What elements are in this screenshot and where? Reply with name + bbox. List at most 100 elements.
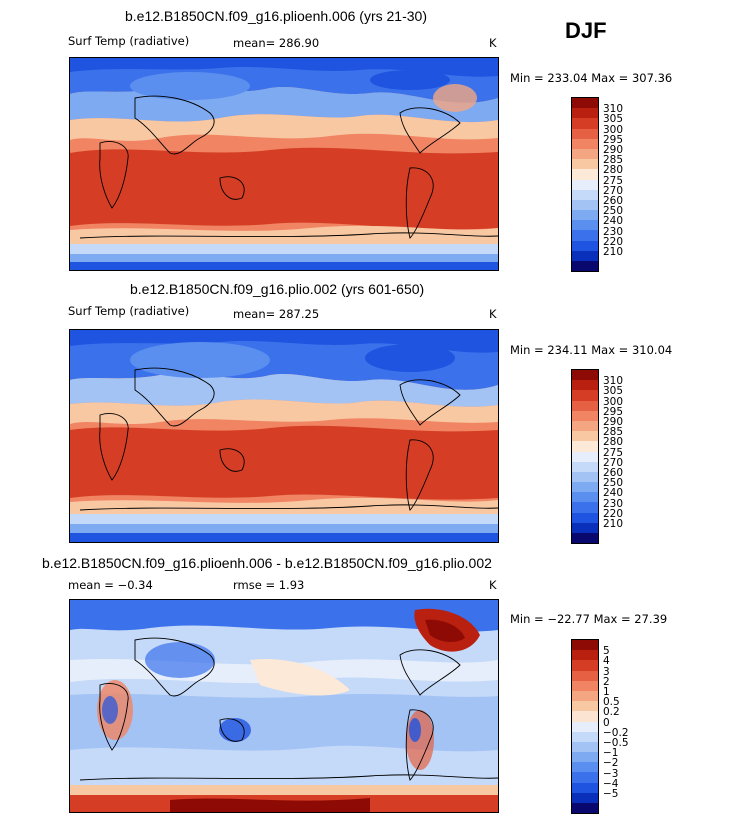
panel3-colorbar-label: −2 [603, 757, 619, 770]
panel1-colorbar-label: 220 [603, 235, 624, 248]
panel2-colorbar-label: 310 [603, 375, 624, 387]
panel3-colorbar-swatch [572, 670, 598, 681]
panel2-colorbar-label: 305 [603, 385, 624, 398]
panel1-colorbar-label: 310 [603, 103, 624, 115]
panel2-colorbar-swatch [572, 380, 598, 391]
panel2-variable: Surf Temp (radiative) [68, 304, 190, 318]
panel1-colorbar-label: 280 [603, 164, 624, 177]
panel2-colorbar-label: 280 [603, 436, 624, 449]
panel3-colorbar-label: 3 [603, 665, 610, 678]
panel1-colorbar-swatch [572, 108, 598, 119]
panel3-colorbar-swatch [572, 680, 598, 691]
panel3-colorbar-label: 5 [603, 645, 610, 657]
panel2-colorbar-swatch [572, 502, 598, 513]
panel3-colorbar-label: −0.2 [603, 726, 629, 739]
panel3-colorbar-label: −4 [603, 777, 619, 790]
panel3-colorbar-label: −3 [603, 767, 619, 780]
panel2-colorbar-label: 250 [603, 477, 624, 490]
panel2-colorbar-swatch [572, 461, 598, 472]
panel3-colorbar-swatch [572, 701, 598, 712]
panel3-colorbar-swatch [572, 741, 598, 753]
panel2-colorbar-swatch [572, 370, 598, 381]
panel3-rmse: rmse = 1.93 [233, 578, 305, 592]
panel2-map-graphic [70, 330, 498, 542]
panel3-colorbar-label: −1 [603, 747, 619, 760]
panel3-colorbar-swatch [572, 731, 598, 742]
panel1-units: K [489, 36, 497, 50]
panel1-colorbar-swatch [572, 169, 598, 180]
panel2-colorbar-swatch [572, 410, 598, 421]
panel2-colorbar-swatch [572, 390, 598, 401]
season-label: DJF [565, 18, 607, 43]
panel1-colorbar-swatch [572, 189, 598, 200]
panel1-colorbar-label: 240 [603, 215, 624, 228]
panel3-colorbar-swatch [572, 772, 598, 783]
panel1-colorbar-swatch [572, 128, 598, 139]
panel1-colorbar-label: 305 [603, 113, 624, 126]
panel1-colorbar-swatch [572, 250, 598, 261]
panel2-colorbar-swatch [572, 533, 598, 544]
panel2-colorbar-swatch [572, 451, 598, 462]
panel1-colorbar-swatch [572, 118, 598, 129]
panel2-colorbar-label: 290 [603, 416, 624, 428]
panel3-colorbar-label: 0.2 [603, 706, 620, 719]
panel1-colorbar-swatch [572, 210, 598, 221]
panel2-colorbar-swatch [572, 482, 598, 493]
panel3-colorbar-swatch [572, 650, 598, 661]
panel2-colorbar-swatch [572, 431, 598, 442]
panel1-colorbar-swatch [572, 199, 598, 211]
panel3-colorbar-label: 2 [603, 675, 610, 688]
panel2-colorbar-label: 270 [603, 456, 624, 469]
panel1-colorbar-label: 300 [603, 123, 624, 136]
panel1-colorbar-label: 230 [603, 225, 624, 238]
panel3-colorbar-swatch [572, 711, 598, 722]
panel2-units: K [489, 307, 497, 321]
panel1-colorbar-swatch [572, 148, 598, 160]
panel2-colorbar-label: 240 [603, 487, 624, 500]
panel1-colorbar-swatch [572, 261, 598, 272]
panel2-colorbar-label: 275 [603, 446, 624, 459]
panel3-colorbar-swatch [572, 690, 598, 702]
panel2-map [69, 329, 499, 543]
panel3-colorbar-label: 0 [603, 716, 610, 729]
panel2-colorbar-label: 230 [603, 497, 624, 510]
panel3-colorbar-label: −5 [603, 788, 619, 800]
panel1-minmax: Min = 233.04 Max = 307.36 [510, 71, 673, 85]
panel1-variable: Surf Temp (radiative) [68, 34, 190, 48]
panel2-colorbar-label: 260 [603, 467, 624, 479]
panel3-colorbar-swatch [572, 803, 598, 814]
panel3-colorbar-swatch [572, 721, 598, 732]
panel3-colorbar-label: 0.5 [603, 696, 620, 709]
panel1-colorbar-label: 270 [603, 184, 624, 197]
panel1-colorbar-swatch [572, 220, 598, 231]
panel3-units: K [489, 578, 497, 592]
panel3-colorbar-label: 4 [603, 655, 610, 668]
panel3-title: b.e12.B1850CN.f09_g16.plioenh.006 - b.e1… [42, 555, 492, 571]
panel2-colorbar: 310 305 300 295 290 285 280 275 270 260 … [571, 369, 623, 545]
panel3-colorbar-swatch [572, 752, 598, 763]
panel2-minmax: Min = 234.11 Max = 310.04 [510, 343, 673, 357]
panel1-colorbar-label: 210 [603, 246, 624, 258]
panel3-minmax: Min = −22.77 Max = 27.39 [510, 612, 668, 626]
panel1-colorbar-label: 290 [603, 144, 624, 156]
panel1-colorbar-swatch [572, 159, 598, 170]
panel1-colorbar-label: 275 [603, 174, 624, 187]
panel1-colorbar-swatch [572, 98, 598, 109]
panel1-map-graphic [70, 58, 498, 270]
panel1-colorbar-swatch [572, 240, 598, 251]
panel2-colorbar-swatch [572, 441, 598, 452]
panel1-colorbar-swatch [572, 179, 598, 190]
panel2-colorbar-swatch [572, 400, 598, 411]
panel2-colorbar-label: 300 [603, 395, 624, 408]
panel1-colorbar-label: 260 [603, 195, 624, 207]
panel3-mean: mean = −0.34 [68, 578, 153, 592]
panel1-title: b.e12.B1850CN.f09_g16.plioenh.006 (yrs 2… [125, 8, 427, 24]
panel1-colorbar-swatch [572, 230, 598, 241]
panel2-colorbar-swatch [572, 522, 598, 533]
panel2-mean: mean= 287.25 [233, 307, 320, 321]
panel2-colorbar-swatch [572, 512, 598, 523]
panel2-colorbar-label: 220 [603, 507, 624, 520]
panel2-colorbar-swatch [572, 471, 598, 483]
panel2-title: b.e12.B1850CN.f09_g16.plio.002 (yrs 601-… [130, 281, 425, 297]
panel1-mean: mean= 286.90 [233, 36, 320, 50]
